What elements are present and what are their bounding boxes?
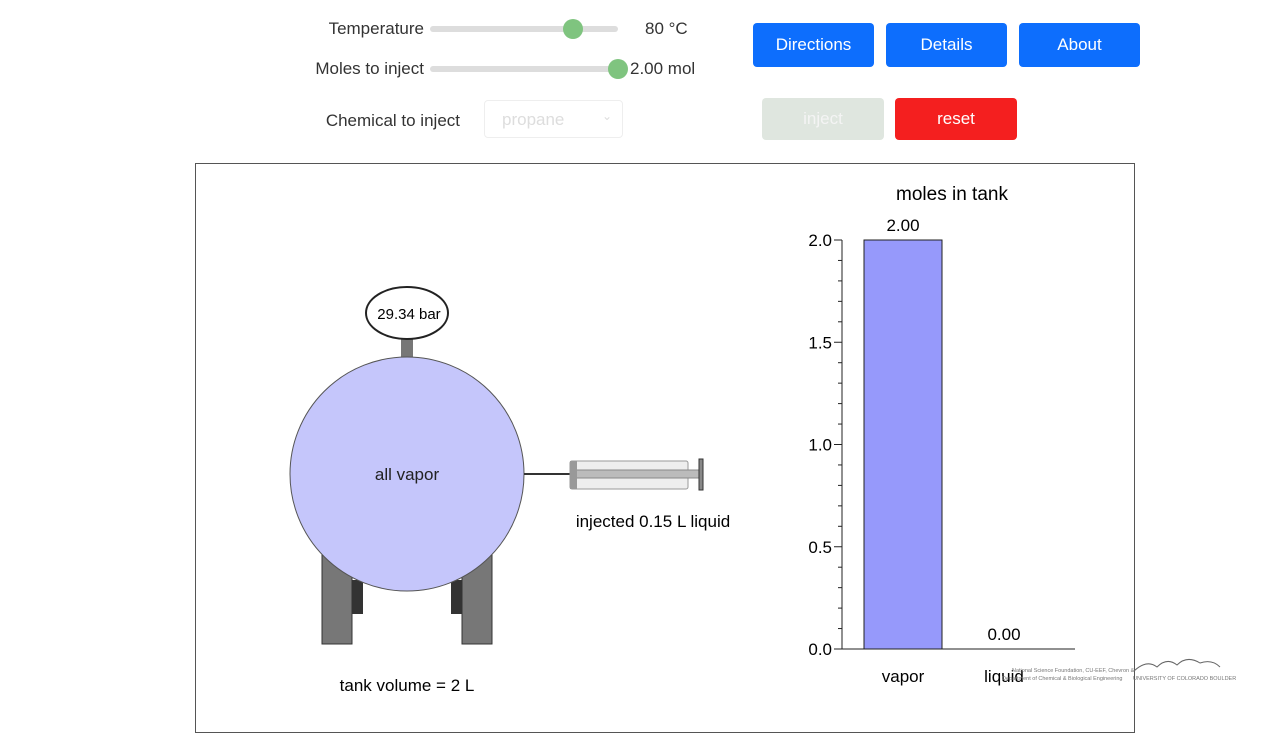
credit-university: UNIVERSITY OF COLORADO BOULDER bbox=[1133, 676, 1237, 682]
temperature-label: Temperature bbox=[328, 19, 424, 38]
data-label-liquid: 0.00 bbox=[987, 625, 1020, 644]
tank-volume-label: tank volume = 2 L bbox=[340, 676, 475, 695]
credit-line-1: National Science Foundation, CU-EEF, Che… bbox=[1012, 668, 1135, 674]
y-tick-label: 1.0 bbox=[808, 436, 832, 455]
temperature-value: 80 °C bbox=[645, 19, 688, 38]
bar-chart: moles in tank 0.0 0.5 1.0 1.5 2.0 2.00 vapor 0.… bbox=[808, 184, 1075, 686]
gauge-stem bbox=[401, 338, 413, 358]
data-label-vapor: 2.00 bbox=[886, 216, 919, 235]
about-button[interactable]: About bbox=[1019, 23, 1140, 67]
university-logo-icon bbox=[1133, 659, 1221, 672]
y-tick-label: 0.0 bbox=[808, 640, 832, 659]
x-tick-label-vapor: vapor bbox=[882, 667, 925, 686]
reset-button[interactable]: reset bbox=[895, 98, 1017, 140]
y-tick-label: 2.0 bbox=[808, 231, 832, 250]
credit-line-2: Department of Chemical & Biological Engi… bbox=[1002, 676, 1123, 682]
moles-label: Moles to inject bbox=[315, 59, 424, 78]
temperature-slider[interactable] bbox=[430, 26, 618, 32]
y-tick-label: 0.5 bbox=[808, 538, 832, 557]
chemical-select[interactable]: propane ⌄ bbox=[484, 100, 623, 138]
directions-button[interactable]: Directions bbox=[753, 23, 874, 67]
moles-slider-thumb[interactable] bbox=[608, 59, 628, 79]
x-tick-label-liquid: liquid bbox=[984, 667, 1024, 686]
chemical-label: Chemical to inject bbox=[325, 111, 460, 130]
chevron-down-icon: ⌄ bbox=[601, 109, 612, 123]
moles-value: 2.00 mol bbox=[630, 59, 696, 78]
pressure-readout: 29.34 bar bbox=[377, 306, 440, 323]
moles-slider[interactable] bbox=[430, 66, 618, 72]
y-tick-label: 1.5 bbox=[808, 333, 832, 352]
inject-button[interactable]: inject bbox=[762, 98, 884, 140]
temperature-slider-thumb[interactable] bbox=[562, 19, 583, 39]
tank-state: all vapor bbox=[375, 465, 440, 484]
chart-title: moles in tank bbox=[896, 184, 1008, 205]
details-button[interactable]: Details bbox=[886, 23, 1007, 67]
chemical-selected: propane bbox=[502, 110, 565, 129]
bar-vapor bbox=[863, 239, 943, 650]
syringe[interactable] bbox=[524, 458, 704, 491]
pressure-gauge bbox=[365, 286, 449, 340]
syringe-label: injected 0.15 L liquid bbox=[576, 512, 730, 531]
